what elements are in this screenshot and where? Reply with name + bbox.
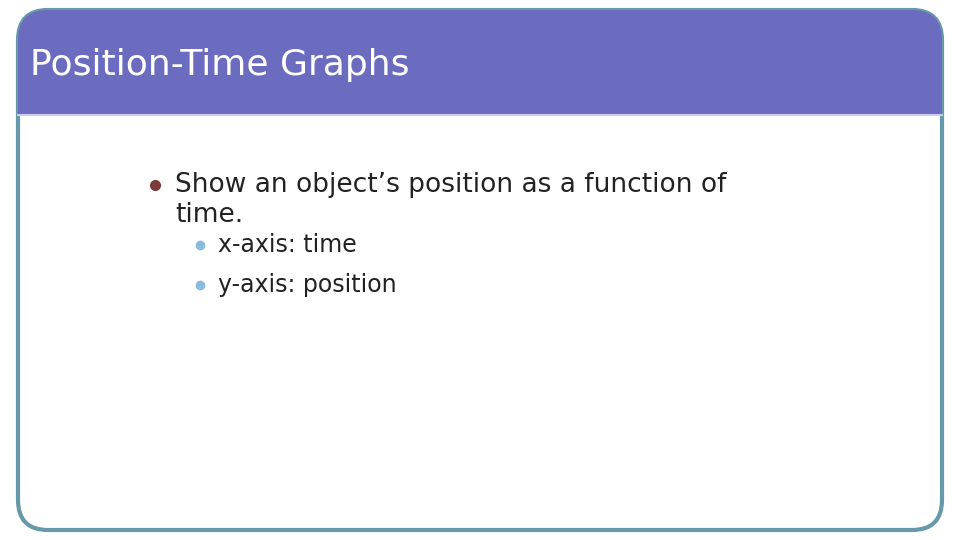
Text: Show an object’s position as a function of: Show an object’s position as a function …	[175, 172, 727, 198]
Text: x-axis: time: x-axis: time	[218, 233, 357, 257]
Bar	[18, 85, 942, 115]
FancyBboxPatch shape	[18, 10, 942, 115]
Text: y-axis: position: y-axis: position	[218, 273, 396, 297]
FancyBboxPatch shape	[18, 10, 942, 530]
Text: Position-Time Graphs: Position-Time Graphs	[30, 48, 410, 82]
Text: time.: time.	[175, 202, 243, 228]
